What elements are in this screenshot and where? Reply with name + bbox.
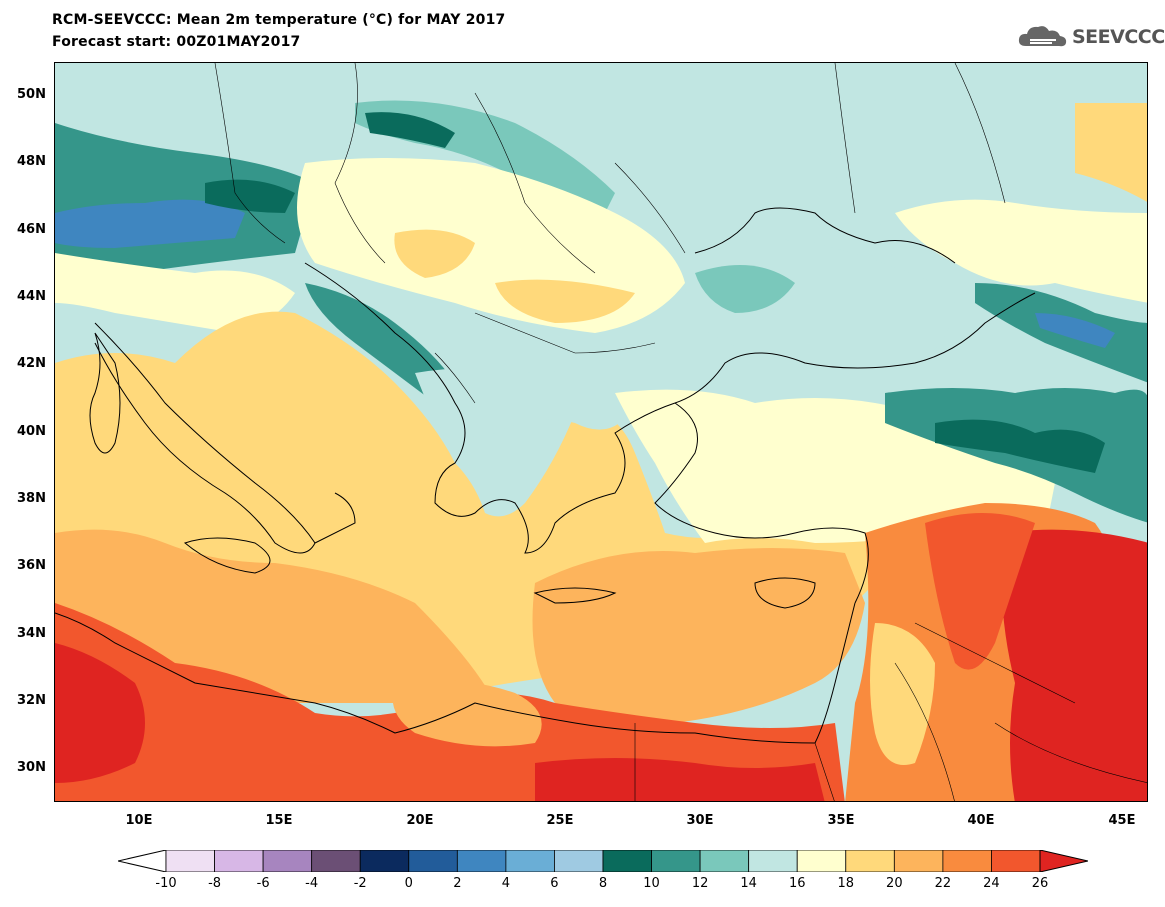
teal-patch-black-sea (695, 265, 795, 313)
colorbar-swatch (311, 850, 361, 872)
colorbar-tick-label: 2 (453, 876, 462, 891)
yellow-patch-romania (495, 279, 635, 323)
lat-label-38n: 38N (17, 491, 46, 506)
lon-label-25e: 25E (546, 813, 574, 828)
lon-label-35e: 35E (827, 813, 855, 828)
orange-patch-libya-coast (392, 679, 542, 747)
colorbar-swatch (359, 850, 410, 872)
colorbar-swatch (651, 850, 701, 872)
colorbar-tick-label: 12 (691, 876, 709, 891)
colorbar-swatch (796, 850, 847, 872)
dark-teal-alps (205, 179, 295, 213)
lat-label-42n: 42N (17, 356, 46, 371)
blue-band-caucasus (1035, 313, 1115, 348)
lat-label-30n: 30N (17, 760, 46, 775)
colorbar-tick-label: 26 (1031, 876, 1049, 891)
temperature-colorbar (118, 850, 1088, 872)
lat-label-44n: 44N (17, 289, 46, 304)
map-canvas (55, 63, 1147, 801)
cloud-icon (1018, 26, 1067, 47)
deep-red-libya (55, 643, 145, 783)
forecast-start-subtitle: Forecast start: 00Z01MAY2017 (52, 34, 301, 50)
colorbar-swatch (748, 850, 798, 872)
colorbar-swatch (991, 850, 1041, 872)
colorbar-swatch (165, 850, 215, 872)
colorbar-tick-label: 4 (501, 876, 511, 891)
colorbar-tick-label: 0 (404, 876, 413, 891)
lat-label-32n: 32N (17, 693, 46, 708)
cream-region-east (1075, 103, 1147, 202)
colorbar-tick-label: 10 (643, 876, 660, 891)
colorbar-tick-label: -2 (353, 876, 367, 891)
colorbar-min-triangle (118, 850, 167, 872)
map-title: RCM-SEEVCCC: Mean 2m temperature (°C) fo… (52, 12, 506, 28)
yellow-patch-jordan (870, 623, 935, 765)
lon-label-30e: 30E (686, 813, 714, 828)
deep-red-egypt (535, 758, 825, 801)
colorbar-swatch (456, 850, 507, 872)
colorbar-tick-label: -8 (208, 876, 222, 891)
colorbar-tick-label: 8 (598, 876, 608, 891)
colorbar-tick-label: -10 (155, 876, 177, 891)
colorbar-tick-label: 22 (934, 876, 952, 891)
lon-label-40e: 40E (967, 813, 995, 828)
cream-region-italy-north (55, 253, 295, 333)
colorbar-swatch (893, 850, 944, 872)
lat-label-46n: 46N (17, 222, 46, 237)
lat-label-40n: 40N (17, 424, 46, 439)
seevccc-logo: SEEVCCC (1016, 22, 1165, 52)
colorbar-tick-label: 16 (788, 876, 806, 891)
yellow-patch-pannonia (394, 229, 475, 278)
colorbar-tick-label: 20 (886, 876, 903, 891)
lat-label-36n: 36N (17, 558, 46, 573)
deep-red-mesopotamia (1001, 529, 1147, 801)
coastlines (55, 207, 1036, 744)
orange-region-east-med (532, 548, 865, 723)
lat-label-50n: 50N (17, 87, 46, 102)
colorbar-swatch (262, 850, 313, 872)
colorbar-tick-label: 6 (550, 876, 559, 891)
red-band-syria (925, 513, 1035, 670)
logo-text: SEEVCCC (1072, 26, 1165, 48)
light-region-balkans-south (415, 368, 635, 437)
colorbar-tick-label: 18 (837, 876, 855, 891)
colorbar-swatch (214, 850, 264, 872)
colorbar-swatch (602, 850, 652, 872)
lon-label-45e: 45E (1108, 813, 1136, 828)
colorbar-max-triangle (1039, 850, 1088, 872)
dark-teal-anatolia (935, 419, 1105, 473)
colorbar-swatch (699, 850, 750, 872)
lon-label-15e: 15E (265, 813, 293, 828)
colorbar-swatch (845, 850, 895, 872)
cream-region-ukraine (895, 199, 1147, 303)
colorbar-swatch (505, 850, 555, 872)
colorbar-tick-label: -6 (256, 876, 270, 891)
colorbar-tick-label: -4 (305, 876, 319, 891)
colorbar-swatch (942, 850, 992, 872)
colorbar-swatch (554, 850, 604, 872)
colorbar-swatch (408, 850, 458, 872)
colorbar-tick-label: 14 (740, 876, 757, 891)
lon-label-20e: 20E (406, 813, 434, 828)
blue-band-alps (55, 199, 245, 248)
dark-teal-carpathians (365, 112, 455, 148)
lon-label-10e: 10E (125, 813, 153, 828)
lat-label-48n: 48N (17, 154, 46, 169)
temperature-map (54, 62, 1148, 802)
lat-label-34n: 34N (17, 626, 46, 641)
country-borders (214, 63, 1147, 801)
colorbar-tick-label: 24 (983, 876, 1000, 891)
